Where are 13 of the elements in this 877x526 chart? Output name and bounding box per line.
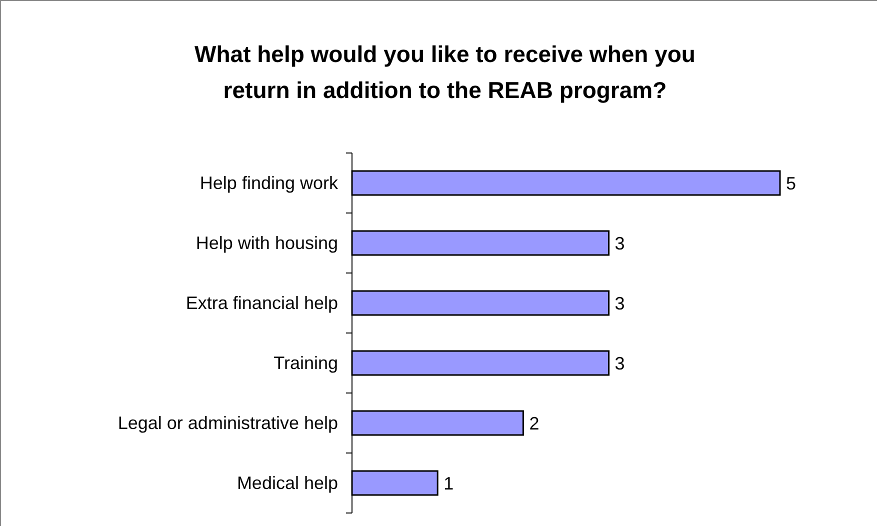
chart-title: What help would you like to receive when you return in addition to the REAB program? xyxy=(194,41,696,103)
y-tick-label: Medical help xyxy=(236,472,338,493)
y-tick-label: Extra financial help xyxy=(186,292,338,313)
data-label: 1 xyxy=(444,473,454,494)
y-tick-label: Help with housing xyxy=(196,232,338,253)
data-label: 5 xyxy=(786,173,796,194)
data-label: 3 xyxy=(614,293,625,314)
y-tick-label: Legal or administrative help xyxy=(118,412,338,433)
data-label: 2 xyxy=(529,413,540,434)
data-label: 3 xyxy=(614,353,625,374)
y-tick-label: Training xyxy=(274,352,338,373)
y-tick-label: Help finding work xyxy=(200,172,339,193)
data-label: 3 xyxy=(614,233,625,254)
